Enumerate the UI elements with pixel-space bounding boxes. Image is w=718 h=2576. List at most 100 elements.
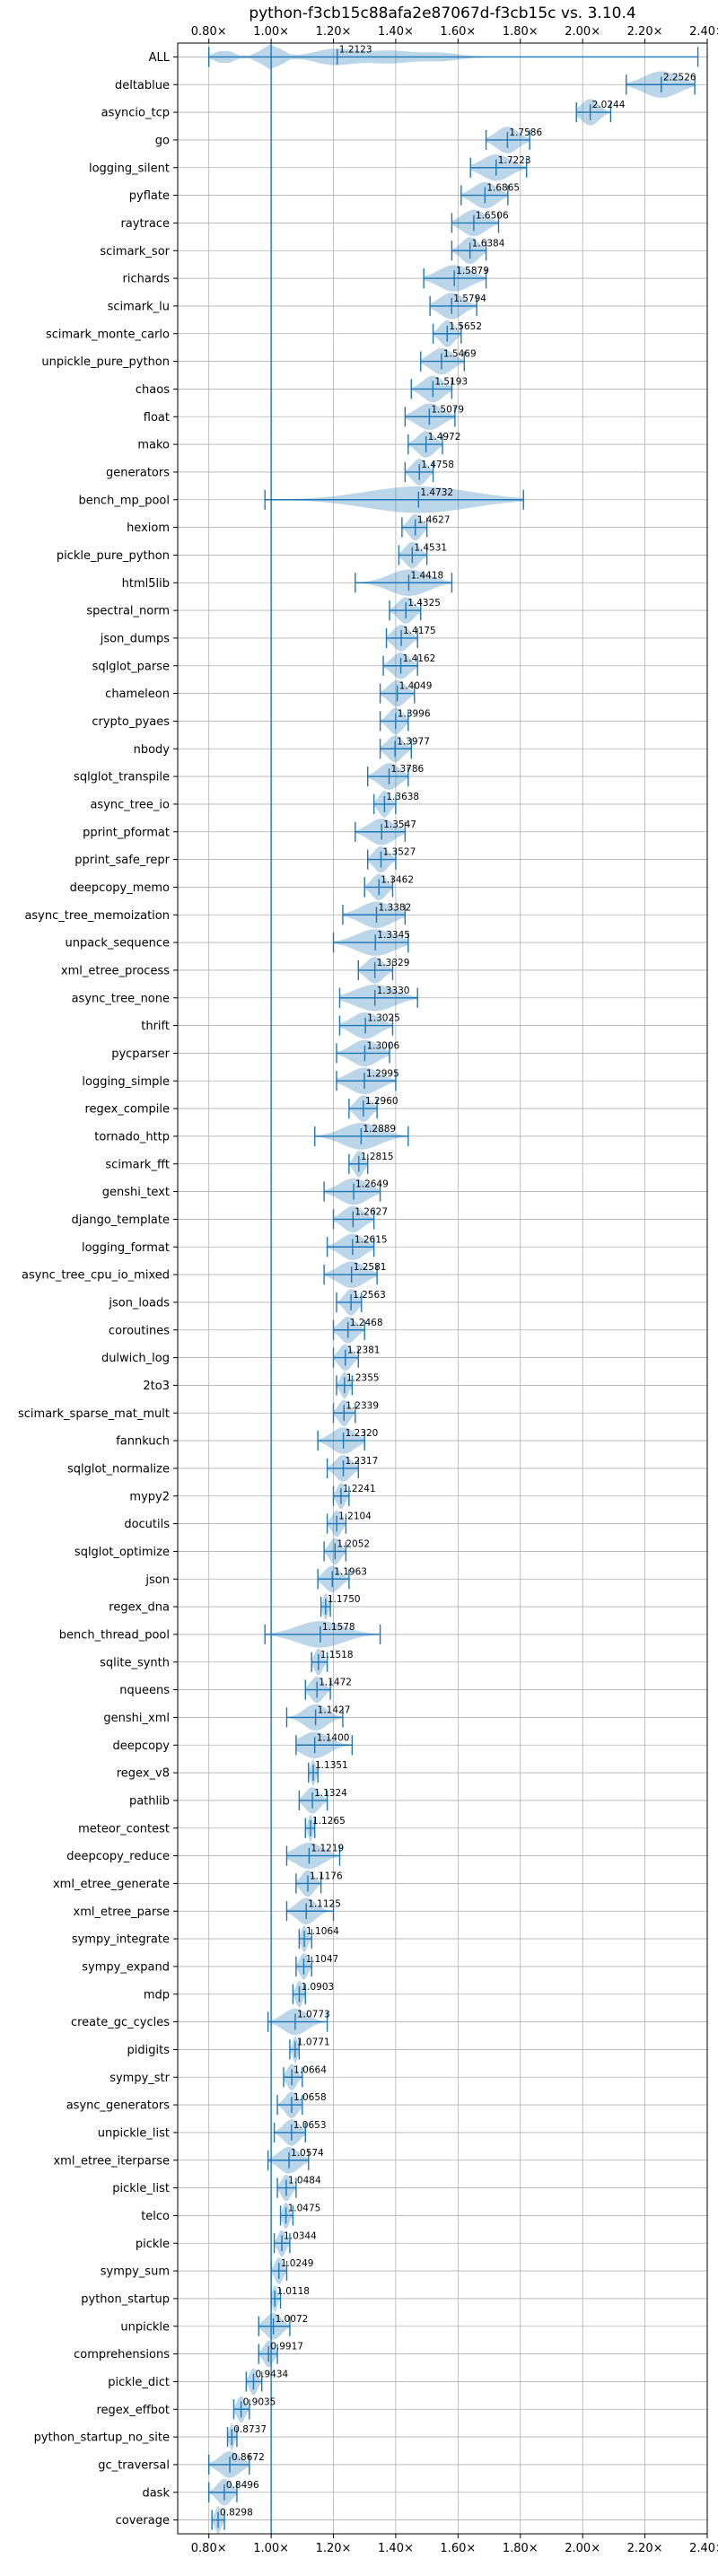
y-tick-label: sympy_integrate [72, 1933, 170, 1947]
x-tick-label-top: 1.40× [378, 25, 414, 39]
y-tick-label: regex_v8 [117, 1767, 170, 1781]
x-tick-label-bottom: 1.20× [316, 2542, 352, 2555]
value-label: 1.1176 [310, 1871, 343, 1881]
value-label: 1.0249 [281, 2258, 314, 2269]
y-tick-label: ALL [149, 51, 171, 65]
value-label: 1.5193 [434, 376, 468, 387]
y-tick-label: pickle [136, 2238, 170, 2251]
y-tick-label: deltablue [115, 79, 170, 92]
x-tick-label-top: 1.60× [440, 25, 476, 39]
y-tick-label: go [155, 134, 170, 147]
x-tick-label-top: 2.00× [565, 25, 600, 39]
value-label: 2.2526 [663, 72, 696, 83]
y-tick-label: asyncio_tcp [101, 107, 170, 120]
y-tick-label: pathlib [129, 1794, 170, 1808]
axis-layer: 0.80× 0.80× 1.00× 1.00× 1.20× 1.20× 1.40× 1.40×… [18, 25, 718, 2555]
x-tick-label-bottom: 0.80× [191, 2542, 227, 2555]
value-label: 1.2815 [361, 1152, 394, 1162]
value-label: 1.0072 [276, 2314, 309, 2325]
y-tick-label: dask [142, 2486, 170, 2500]
value-label: 1.0475 [288, 2203, 321, 2213]
y-tick-label: logging_silent [89, 162, 170, 175]
x-tick-label-top: 0.80× [191, 25, 227, 39]
y-tick-label: meteor_contest [78, 1822, 170, 1836]
plot-frame [177, 42, 708, 2535]
value-label: 1.4175 [403, 626, 436, 636]
y-tick-label: genshi_text [102, 1186, 170, 1199]
y-tick-label: create_gc_cycles [71, 2016, 170, 2029]
value-label: 1.3977 [397, 736, 430, 747]
y-tick-label: sqlglot_normalize [67, 1462, 170, 1476]
y-tick-label: crypto_pyaes [92, 715, 170, 729]
y-tick-label: async_tree_cpu_io_mixed [22, 1269, 170, 1283]
y-tick-label: chaos [136, 383, 170, 397]
value-label: 1.1750 [328, 1594, 361, 1605]
value-label: 1.4162 [403, 653, 436, 664]
value-label: 1.7586 [509, 127, 542, 138]
value-label: 1.4325 [407, 598, 441, 609]
label-layer: 1.2123 2.2526 2.0244 1.7586 1.7223 1.6865 1.65… [220, 44, 696, 2518]
y-tick-label: xml_etree_process [61, 964, 170, 977]
y-tick-label: html5lib [122, 577, 170, 591]
y-tick-label: raytrace [120, 217, 170, 231]
y-tick-label: unpickle_list [98, 2126, 170, 2140]
value-label: 1.2649 [355, 1179, 389, 1190]
value-label: 1.4627 [417, 515, 451, 526]
x-tick-label-top: 2.20× [627, 25, 663, 39]
value-label: 1.3547 [383, 819, 416, 830]
value-label: 1.1427 [318, 1704, 351, 1715]
value-label: 1.1351 [315, 1760, 348, 1771]
x-tick-label-top: 1.20× [316, 25, 352, 39]
y-tick-label: mdp [144, 1988, 170, 2002]
y-tick-label: hexiom [127, 521, 170, 535]
y-tick-label: regex_dna [109, 1601, 170, 1615]
value-label: 1.7223 [498, 155, 531, 166]
value-label: 1.3330 [377, 986, 410, 996]
value-label: 1.5879 [456, 266, 489, 276]
violin-layer [208, 44, 699, 2534]
value-label: 1.2052 [337, 1538, 370, 1549]
value-label: 0.8672 [232, 2452, 265, 2463]
y-tick-label: xml_etree_generate [53, 1878, 170, 1891]
value-label: 1.1518 [320, 1650, 354, 1660]
value-label: 1.5794 [453, 294, 486, 304]
value-label: 1.5652 [449, 321, 482, 332]
value-label: 0.9434 [255, 2369, 288, 2379]
value-label: 1.2468 [350, 1318, 383, 1328]
x-tick-label-bottom: 1.80× [503, 2542, 538, 2555]
value-label: 1.2320 [346, 1428, 379, 1439]
y-tick-label: sqlglot_parse [92, 660, 170, 673]
value-label: 1.2123 [339, 44, 372, 55]
y-tick-label: coverage [116, 2514, 170, 2528]
value-label: 1.2381 [347, 1345, 381, 1356]
value-label: 1.1219 [311, 1844, 344, 1854]
y-tick-label: pyflate [129, 189, 170, 203]
grid-layer [178, 43, 708, 2534]
y-tick-label: sympy_expand [82, 1960, 170, 1974]
y-tick-label: scimark_monte_carlo [46, 328, 170, 341]
value-label: 1.3786 [391, 764, 425, 775]
value-label: 1.1125 [308, 1898, 341, 1909]
value-label: 1.4531 [414, 542, 447, 553]
value-label: 1.1472 [319, 1678, 352, 1688]
x-tick-label-bottom: 2.40× [689, 2542, 718, 2555]
value-label: 1.4049 [399, 681, 433, 692]
value-label: 1.2339 [346, 1400, 379, 1411]
y-tick-label: scimark_sor [100, 245, 170, 258]
value-label: 1.1324 [314, 1788, 347, 1799]
y-tick-label: sqlglot_optimize [74, 1546, 170, 1559]
y-tick-label: nqueens [119, 1684, 170, 1697]
value-label: 1.1578 [322, 1622, 355, 1633]
y-tick-label: scimark_fft [105, 1158, 170, 1171]
value-label: 1.0653 [293, 2120, 327, 2131]
x-tick-label-top: 1.80× [503, 25, 538, 39]
value-label: 1.5079 [431, 404, 464, 415]
value-label: 1.0574 [291, 2148, 324, 2159]
x-tick-label-top: 1.00× [253, 25, 289, 39]
y-tick-label: docutils [124, 1518, 170, 1531]
y-tick-label: python_startup_no_site [34, 2431, 170, 2445]
x-tick-label-bottom: 2.20× [627, 2542, 663, 2555]
value-label: 0.9035 [243, 2396, 276, 2407]
value-label: 1.6384 [472, 238, 505, 249]
y-tick-label: mako [137, 439, 170, 452]
